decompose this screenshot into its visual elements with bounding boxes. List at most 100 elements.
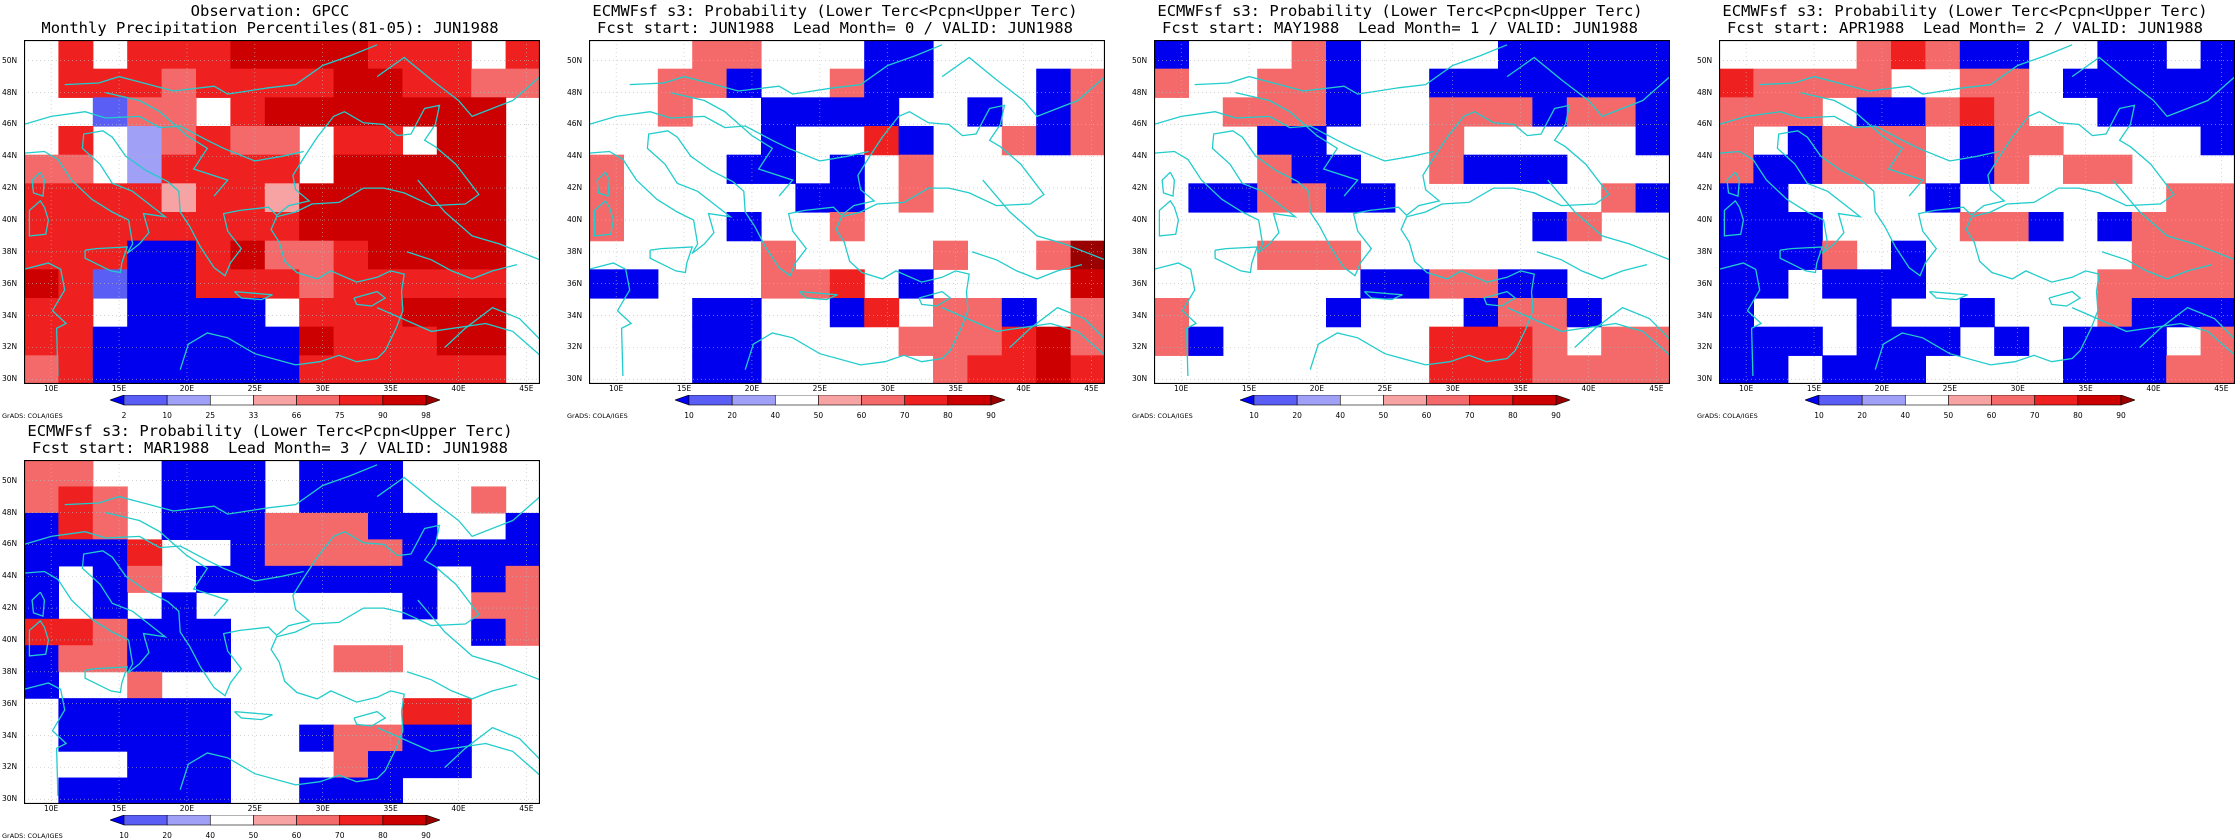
grid-cell: [230, 460, 266, 488]
lat-tick-label: 40N: [1697, 214, 1713, 224]
grid-cell: [368, 298, 403, 328]
lat-tick-label: 40N: [1132, 214, 1148, 224]
lat-tick-label: 48N: [1132, 87, 1148, 97]
coastline: [589, 111, 869, 162]
grid-cell: [264, 183, 300, 213]
grid-cell: [2131, 355, 2167, 384]
grid-cell: [402, 539, 438, 567]
grid-cell: [24, 183, 59, 213]
grid-cell: [196, 460, 231, 488]
lat-tick-label: 46N: [567, 119, 583, 129]
coastline: [2071, 56, 2235, 118]
coastline: [353, 290, 387, 307]
grid-cell: [1925, 97, 1961, 127]
grid-cell: [92, 565, 128, 593]
grid-cell: [161, 724, 197, 752]
grid-cell: [761, 126, 796, 156]
grid-cell: [2200, 269, 2235, 299]
grid-cell: [24, 460, 59, 488]
grid-cell: [2131, 326, 2167, 356]
colorbar-label: 90: [1551, 411, 1561, 420]
grid-cell: [58, 240, 94, 270]
grid-cell: [24, 326, 59, 356]
grid-cell: [1532, 212, 1568, 242]
grid-cell: [161, 326, 197, 356]
grid-cell: [299, 512, 335, 540]
colorbar-box: [382, 815, 427, 826]
colorbar-box: [166, 395, 211, 406]
lon-tick-label: 35E: [948, 384, 963, 393]
colorbar-label: 50: [248, 831, 259, 840]
lat-tick-label: 32N: [2, 762, 18, 772]
grid-cell: [864, 126, 900, 156]
coastline: [1161, 171, 1176, 197]
grid-cell: [368, 645, 403, 673]
lat-tick-label: 42N: [567, 183, 583, 193]
grid-cell: [58, 512, 94, 540]
grid-cell: [299, 240, 335, 270]
grid-cell: [436, 40, 472, 70]
lon-tick-label: 25E: [247, 804, 262, 813]
grid-cell: [1070, 97, 1105, 127]
coastline: [1719, 262, 1763, 377]
grid-cell: [1001, 126, 1037, 156]
grid-cell: [299, 40, 335, 70]
grid-cell: [436, 126, 472, 156]
grid-cell: [471, 183, 507, 213]
grid-cell: [471, 126, 507, 156]
grid-cell: [127, 539, 163, 567]
grid-cell: [505, 68, 540, 98]
grid-cell: [2200, 212, 2235, 242]
lat-tick-label: 50N: [2, 55, 18, 65]
lat-tick-label: 44N: [1697, 151, 1713, 161]
grid-cell: [196, 724, 231, 752]
lon-tick-label: 15E: [1806, 384, 1822, 393]
grid-cell: [1429, 97, 1465, 127]
grid-cell: [1036, 355, 1072, 384]
colorbar-end-high: [990, 395, 1005, 406]
lat-tick-label: 42N: [2, 183, 18, 193]
grid-cell: [933, 355, 968, 384]
grid-cell: [436, 326, 472, 356]
colorbar-label: 40: [205, 831, 216, 840]
grid-cell: [368, 355, 403, 384]
grid-cell: [1498, 298, 1533, 328]
grid-cell: [1925, 40, 1961, 70]
colorbar-box: [209, 815, 254, 826]
grid-cell: [368, 68, 403, 98]
lon-tick-label: 15E: [111, 804, 127, 813]
map-frame: [589, 40, 1105, 384]
grid-cell: [898, 68, 934, 98]
grid-cell: [2200, 97, 2235, 127]
grid-cell: [1154, 40, 1189, 70]
grid-cell: [1566, 355, 1602, 384]
grid-cell: [333, 126, 369, 156]
lat-tick-label: 48N: [2, 507, 18, 517]
coastline: [1154, 111, 1434, 162]
grid-cell: [2166, 240, 2202, 270]
grid-cell: [368, 212, 403, 242]
grid-cell: [1753, 355, 1789, 384]
colorbar-box: [339, 395, 384, 406]
grid-cell: [505, 592, 540, 620]
lon-tick-label: 10E: [1174, 384, 1189, 393]
grid-cell: [24, 486, 59, 514]
colorbar-box: [253, 815, 297, 826]
grid-cell: [264, 269, 300, 299]
grid-cell: [196, 698, 231, 726]
grid-cell: [726, 40, 762, 70]
grid-cell: [1601, 326, 1637, 356]
colorbar-box: [1818, 395, 1863, 406]
grid-cell: [1188, 326, 1224, 356]
grid-cell: [1154, 326, 1189, 356]
colorbar-label: 70: [899, 411, 910, 420]
grid-cell: [196, 645, 231, 673]
colorbar-lead0: [675, 395, 1005, 406]
coastline: [1719, 104, 2175, 370]
grid-cell: [1635, 40, 1670, 70]
map-lead0: [589, 40, 1105, 384]
grid-cell: [58, 298, 94, 328]
grid-cell: [2063, 355, 2098, 384]
grid-cell: [1719, 326, 1754, 356]
grid-cell: [1070, 355, 1105, 384]
